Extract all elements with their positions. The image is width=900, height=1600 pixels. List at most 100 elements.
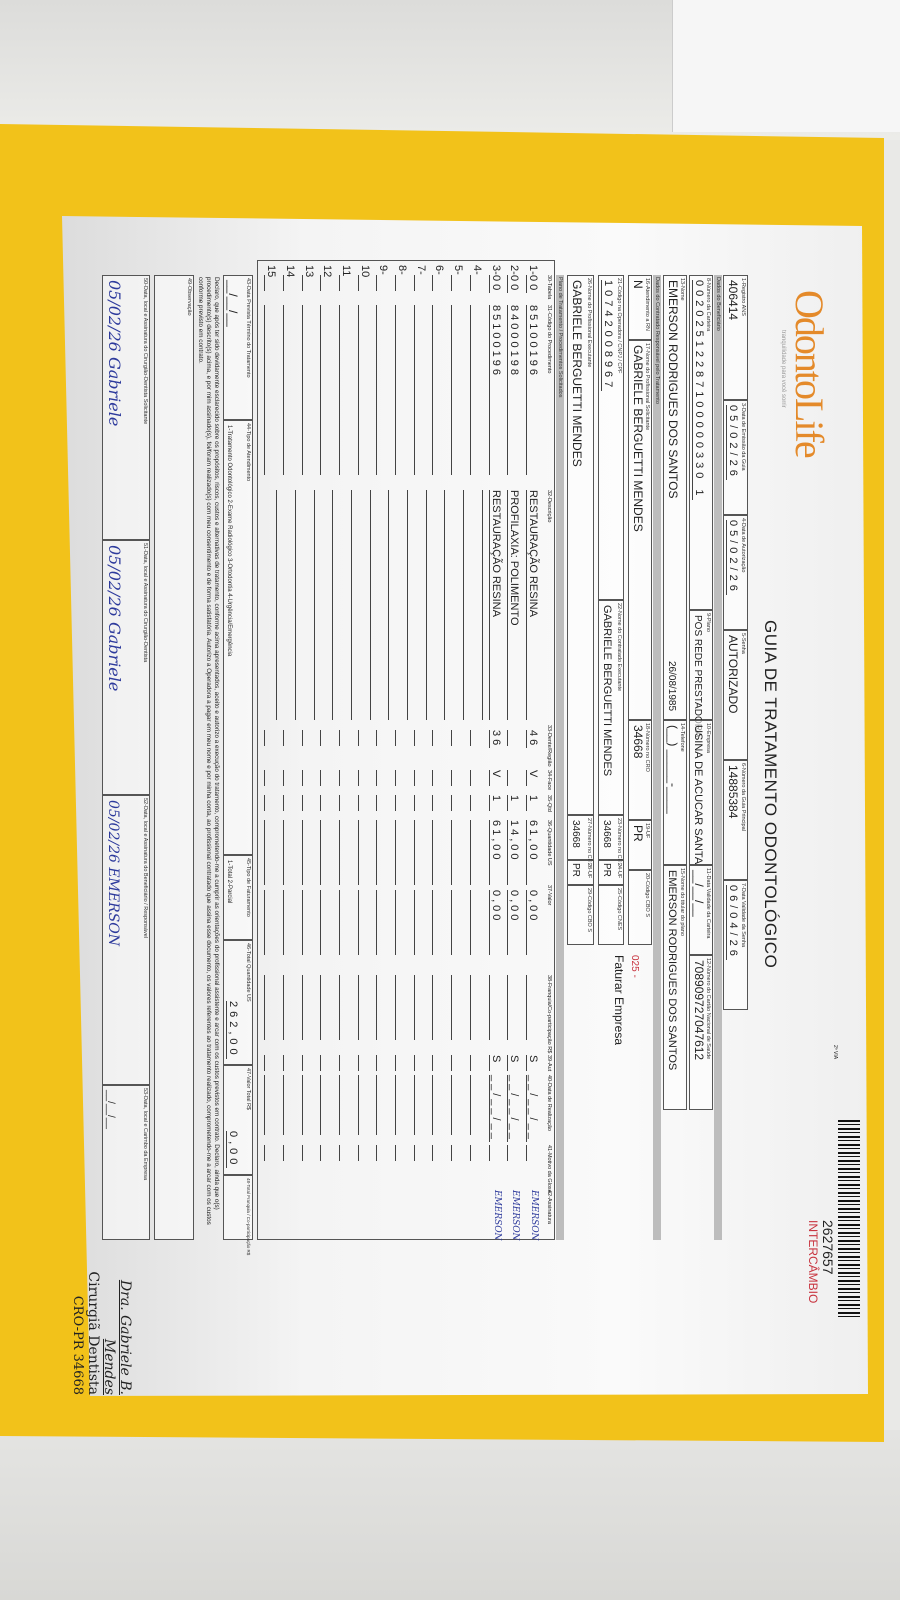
label: 28-UF (586, 863, 592, 879)
value: AUTORIZADO (726, 635, 740, 714)
procedure-date (469, 1075, 483, 1135)
procedure-tooth (469, 730, 483, 746)
column-header: 34-Face (546, 770, 552, 791)
desk-surface (0, 1430, 900, 1600)
procedure-tooth (432, 730, 446, 746)
procedure-n: 9- (377, 265, 390, 275)
value: 00202512287100000330 1 (692, 280, 705, 500)
procedure-face (357, 770, 371, 786)
intercambio-badge: INTERCÂMBIO (806, 1220, 820, 1304)
stamp-role: Cirurgiã Dentista (85, 1271, 101, 1395)
procedure-row: 14 (281, 265, 298, 1240)
procedure-us (339, 820, 352, 885)
procedure-n: 1- (527, 265, 539, 275)
label: 49-Observação (186, 278, 192, 316)
procedure-face: V (526, 770, 539, 786)
procedure-table (264, 275, 278, 291)
procedure-qty: 1 (507, 795, 521, 811)
procedure-value (320, 890, 334, 955)
procedure-table: 00 (488, 275, 502, 294)
procedure-value (451, 890, 465, 955)
procedure-qty (376, 795, 390, 811)
label: 26-Nome do Profissional Executante (586, 278, 592, 368)
procedure-value (301, 890, 315, 955)
procedure-desc (407, 490, 409, 720)
field-uf-executante: 28-UF PR (567, 860, 594, 885)
procedure-desc: RESTAURAÇÃO RESINA (526, 490, 539, 720)
procedure-qty (264, 795, 278, 811)
form-title: GUIA DE TRATAMENTO ODONTOLÓGICO (761, 620, 780, 969)
procedure-desc (313, 490, 315, 720)
value: 14885384 (726, 765, 740, 819)
procedure-us (432, 820, 446, 885)
procedure-desc: RESTAURAÇÃO RESINA (488, 490, 502, 720)
label: 15-Nome do titular do plano (679, 868, 685, 936)
procedure-face (264, 770, 278, 786)
procedure-desc (294, 490, 296, 720)
field-cro-solicitante: 18-Número no CRO 34668 (628, 720, 652, 820)
procedure-code (339, 305, 352, 475)
procedure-face (413, 770, 427, 786)
procedure-face (432, 770, 446, 786)
procedure-tooth (451, 730, 465, 746)
value: 34668 (570, 820, 581, 848)
procedure-table (301, 275, 315, 291)
procedure-franq (339, 975, 352, 1040)
procedure-desc (444, 490, 446, 720)
procedure-code (357, 305, 371, 475)
procedure-tooth (320, 730, 334, 746)
procedure-us: 61,00 (526, 820, 539, 885)
label: 5-Senha (740, 633, 746, 654)
procedure-table: 00 (507, 275, 521, 294)
procedure-n: 4- (470, 265, 483, 275)
value: 708909727047612 (692, 960, 706, 1061)
procedure-franq (395, 975, 409, 1040)
procedure-face (301, 770, 315, 786)
procedure-row: 13 (300, 265, 317, 1240)
procedure-desc (463, 490, 465, 720)
procedure-n: 3- (489, 265, 502, 275)
value: N (631, 280, 645, 289)
declaration-text: Declaro, que após ter sido devidamente e… (197, 277, 220, 1225)
field-nome: 13-Nome EMERSON RODRIGUES DOS SANTOS 26/08… (663, 275, 687, 720)
field-plano: 9-Plano POS REDE PRESTADORA (689, 610, 713, 738)
section-contratado: Dados do Contratado Responsável pelo Tra… (653, 275, 661, 1240)
procedure-desc (425, 490, 427, 720)
procedure-row: 8- (393, 265, 410, 1240)
value: 406414 (726, 280, 740, 321)
procedure-table (339, 275, 352, 291)
procedure-us (376, 820, 390, 885)
billing-code: 025 - (629, 955, 640, 978)
field-tipo-faturamento: 45-Tipo de Faturamento 1-Total 2-Parcial (223, 855, 253, 940)
procedure-aut (469, 1055, 483, 1071)
field-titular: 15-Nome do titular do plano EMERSON RODRI… (663, 865, 687, 1110)
field-guia-principal: 6-Número da Guia Principal 14885384 (723, 760, 748, 880)
procedure-glosa (301, 1145, 315, 1161)
procedure-value (264, 890, 278, 955)
odontolife-logo: OdontoLife (787, 290, 832, 457)
procedure-sign: EMERSON (529, 1190, 539, 1241)
value: 0,00 (226, 1131, 239, 1169)
field-observacao[interactable]: 49-Observação (154, 275, 194, 1240)
column-header: 39-Aut (546, 1055, 552, 1072)
column-header: 35-Qtd (546, 795, 552, 812)
field-profissional-executante: 26-Nome do Profissional Executante GABRIE… (567, 275, 594, 815)
procedure-tooth (264, 730, 278, 746)
value: 05/02/26 (726, 405, 739, 480)
procedure-value (357, 890, 371, 955)
procedure-code (413, 305, 427, 475)
procedure-face (339, 770, 352, 786)
procedure-face (282, 770, 296, 786)
procedure-row: 6- (431, 265, 448, 1240)
procedure-value (469, 890, 483, 955)
label: 1-Registro ANS (740, 278, 746, 316)
document-number: 2627657 (820, 1220, 836, 1275)
procedure-date: __/__/__ (526, 1075, 539, 1142)
procedure-value: 0,00 (507, 890, 521, 955)
field-telefone: 14-Telefone (__) _____-____ (663, 720, 687, 865)
procedure-franq (432, 975, 446, 1040)
field-cns: 12-Número do Cartão Nacional de Saúde 708… (689, 955, 713, 1110)
stamp-cro: CRO-PR 34668 (70, 1295, 85, 1395)
procedure-date (282, 1075, 296, 1135)
procedure-qty (451, 795, 465, 811)
